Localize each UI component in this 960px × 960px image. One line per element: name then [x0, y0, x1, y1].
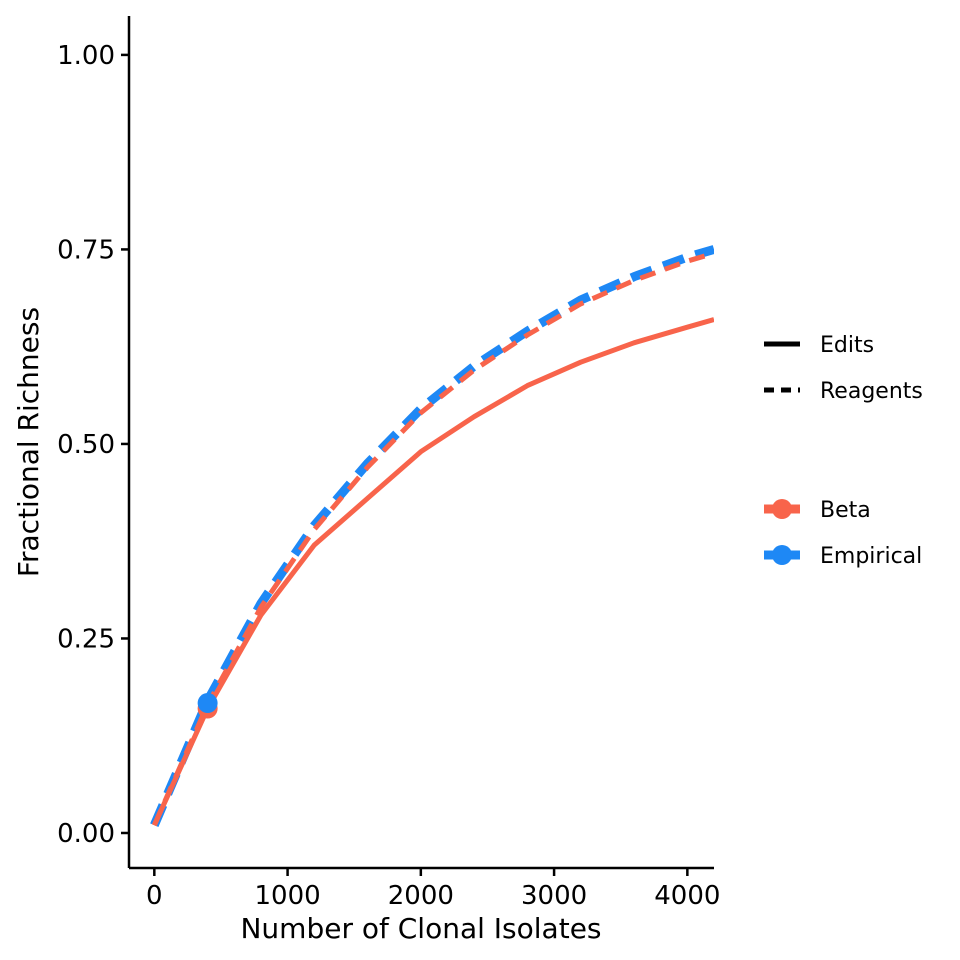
legend-key-empirical-point [772, 545, 792, 565]
y-ticks: 0.00 0.25 0.50 0.75 1.00 [57, 41, 129, 849]
x-tick-label: 1000 [254, 881, 320, 911]
series-line-beta-reagents [152, 250, 714, 827]
y-tick-label: 0.25 [57, 624, 115, 654]
x-axis-title: Number of Clonal Isolates [240, 912, 601, 945]
legend-label-beta: Beta [820, 498, 871, 523]
x-tick-label: 3000 [521, 881, 587, 911]
data-point-empirical [197, 693, 218, 714]
series-line-empirical-reagents [150, 245, 714, 827]
y-tick-label: 0.00 [57, 819, 115, 849]
legend-label-edits: Edits [820, 333, 874, 358]
y-tick-label: 0.75 [57, 235, 115, 265]
y-axis-title: Fractional Richness [12, 307, 45, 577]
x-tick-label: 2000 [388, 881, 454, 911]
plot-area [150, 245, 714, 827]
axes [127, 16, 714, 870]
legend-label-reagents: Reagents [820, 379, 923, 404]
series-line-beta-edits [152, 317, 714, 827]
y-tick-label: 0.50 [57, 430, 115, 460]
x-tick-label: 0 [146, 881, 163, 911]
linetype-legend: Edits Reagents [764, 333, 923, 404]
x-tick-label: 4000 [654, 881, 720, 911]
x-ticks: 0 1000 2000 3000 4000 [146, 868, 720, 911]
y-tick-label: 1.00 [57, 41, 115, 71]
legend-key-beta-point [772, 499, 792, 519]
legend-label-empirical: Empirical [820, 544, 922, 569]
color-legend: Beta Empirical [764, 498, 922, 569]
